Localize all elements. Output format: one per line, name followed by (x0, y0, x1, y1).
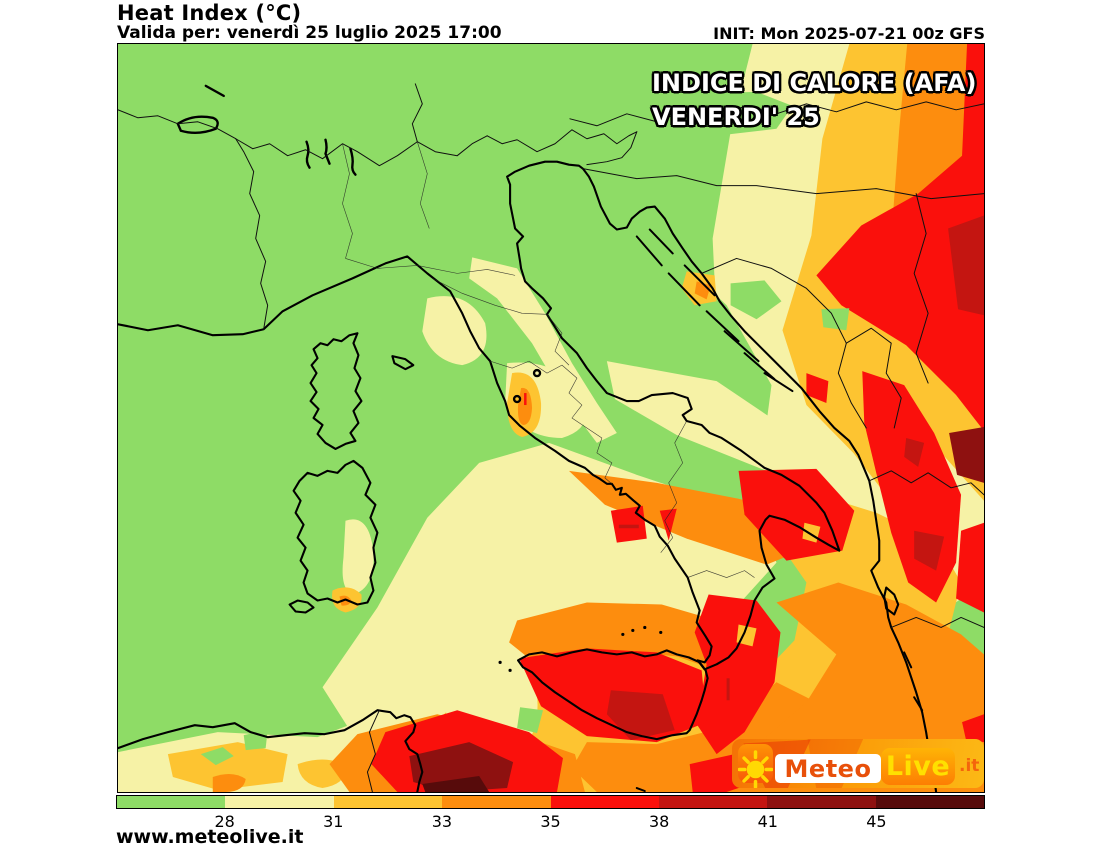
map-overlay-day: VENERDI' 25 (652, 103, 820, 131)
meteolive-logo: Meteo Live .it (732, 739, 984, 788)
colorbar-scale (116, 795, 985, 809)
map-graphic (118, 44, 984, 792)
colorbar-tick-label: 38 (648, 812, 670, 831)
colorbar-tick-label: 41 (757, 812, 778, 831)
colorbar-segment (875, 796, 984, 808)
colorbar-segment (442, 796, 551, 808)
colorbar-tick-label: 31 (323, 812, 344, 831)
colorbar-tick-label: 28 (214, 812, 235, 831)
colorbar-tick-label: 33 (431, 812, 453, 831)
map-canvas: INDICE DI CALORE (AFA) VENERDI' 25 Me (117, 43, 985, 793)
map-overlay-text: INDICE DI CALORE (AFA) VENERDI' 25 (652, 66, 976, 134)
page-title: Heat Index (°C) (117, 1, 302, 25)
logo-tld-text: .it (959, 756, 980, 776)
valid-time-label: Valida per: venerdì 25 luglio 2025 17:00 (117, 23, 502, 43)
logo-meteo-badge: Meteo (775, 754, 881, 783)
colorbar-segment (658, 796, 768, 808)
map-overlay-title: INDICE DI CALORE (AFA) (652, 69, 977, 97)
logo-live-text: Live (885, 751, 951, 782)
colorbar-segment (550, 796, 659, 808)
colorbar-segment (225, 796, 334, 808)
website-label: www.meteolive.it (116, 826, 304, 848)
colorbar-segment (117, 796, 226, 808)
colorbar-tick-label: 45 (866, 812, 887, 831)
sun-icon (738, 744, 773, 788)
logo-live-badge: Live (881, 748, 955, 785)
colorbar-tick-label: 35 (540, 812, 561, 831)
colorbar-segment (333, 796, 443, 808)
colorbar-segment (767, 796, 876, 808)
logo-meteo-text: Meteo (784, 754, 872, 783)
init-label: INIT: Mon 2025-07-21 00z GFS (713, 24, 985, 43)
